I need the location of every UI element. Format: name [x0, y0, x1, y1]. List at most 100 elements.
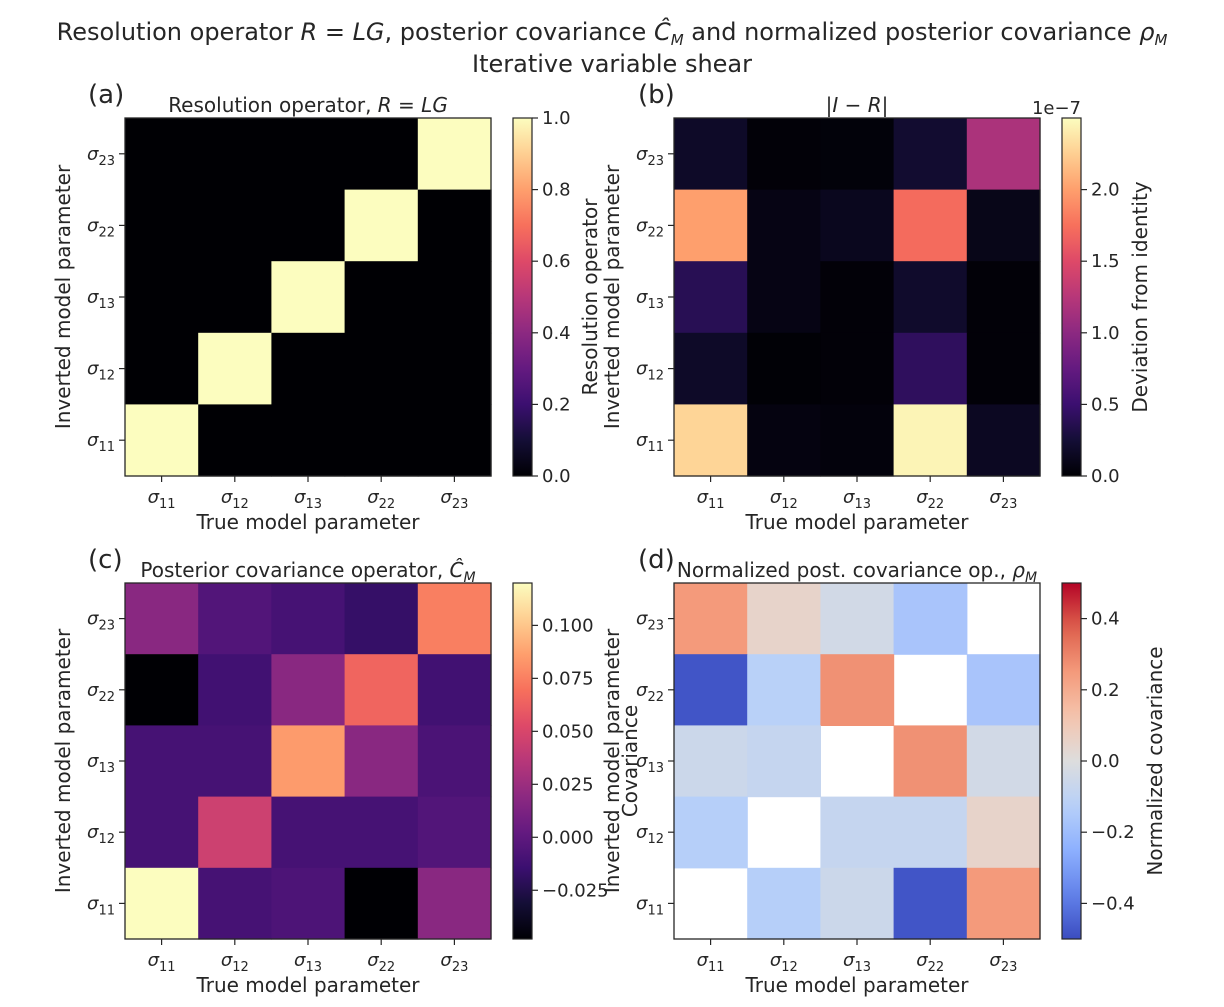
heatmap-cell [198, 867, 272, 940]
tick-label: σ11 [87, 430, 115, 455]
tick-label: σ11 [87, 893, 115, 918]
colorbar-tick-label: 0.075 [542, 668, 594, 689]
tick-label-part: σ [87, 215, 99, 236]
heatmap-cell [198, 118, 272, 191]
panel-title-part: = [392, 93, 421, 117]
heatmap-cell [893, 867, 968, 940]
colorbar-tick-label: 0.025 [542, 774, 594, 795]
heatmap-cell [344, 654, 419, 726]
colorbar-tick-label: 0.2 [1091, 680, 1120, 701]
tick-label-part: 13 [647, 297, 664, 312]
heatmap-cell [820, 654, 895, 726]
tick-label-part: 12 [647, 369, 664, 384]
tick-label: σ12 [636, 822, 664, 847]
heatmap-cell [674, 654, 748, 726]
tick-label: σ11 [697, 487, 725, 512]
heatmap-cell [747, 583, 821, 655]
tick-label-part: 13 [305, 497, 322, 512]
x-axis-title: True model parameter [195, 973, 420, 997]
colorbar-title: Resolution operator [578, 198, 602, 396]
colorbar-tick-label: −0.4 [1091, 893, 1135, 914]
tick-label-part: 23 [452, 960, 469, 975]
tick-label-part: σ [636, 822, 648, 843]
tick-label-part: 22 [98, 225, 115, 240]
tick-label-part: 12 [647, 832, 664, 847]
panel-label: (a) [88, 80, 124, 110]
heatmap-cell [966, 725, 1041, 798]
suptitle-part: LG [353, 18, 385, 46]
heatmap-cell [198, 583, 272, 655]
panel-title: Normalized post. covariance op., ρM [677, 558, 1037, 586]
tick-label-part: σ [636, 144, 648, 165]
tick-label: σ12 [87, 359, 115, 384]
tick-label-part: σ [87, 893, 99, 914]
heatmap-cell [747, 118, 821, 191]
tick-label-part: 23 [98, 154, 115, 169]
tick-label-part: 22 [928, 497, 945, 512]
colorbar-tick-label: 0.050 [542, 721, 594, 742]
tick-label-part: σ [989, 950, 1001, 971]
heatmap-cell [271, 332, 346, 405]
heatmap-cell [417, 654, 492, 726]
tick-label-part: σ [87, 751, 99, 772]
tick-label: σ23 [989, 487, 1017, 512]
tick-label: σ22 [87, 215, 115, 240]
tick-label-part: 13 [305, 960, 322, 975]
heatmap-cell [674, 261, 748, 334]
tick-label-part: σ [440, 487, 452, 508]
panel-title-part: M [1025, 570, 1037, 586]
heatmap-cell [344, 583, 419, 655]
tick-label: σ23 [440, 950, 468, 975]
heatmap-cell [893, 332, 968, 405]
panel-title-part: Posterior covariance operator, [140, 558, 449, 582]
colorbar [1061, 582, 1082, 940]
heatmap-cell [271, 189, 346, 262]
x-axis-title: True model parameter [744, 973, 969, 997]
heatmap-cell [893, 583, 968, 655]
tick-label: σ11 [636, 430, 664, 455]
tick-label: σ22 [367, 487, 395, 512]
panel-title: |I − R| [826, 93, 889, 117]
tick-label-part: σ [87, 822, 99, 843]
tick-label-part: σ [770, 950, 782, 971]
tick-label-part: σ [770, 487, 782, 508]
suptitle-part: , posterior covariance [385, 18, 654, 46]
colorbar-title: Deviation from identity [1128, 181, 1152, 412]
heatmap-cell [893, 189, 968, 262]
tick-label-part: σ [636, 609, 648, 630]
heatmap-cell [747, 261, 821, 334]
heatmap-cell [966, 261, 1041, 334]
heatmap-cell [966, 796, 1041, 869]
heatmap-cell [125, 332, 199, 405]
colorbar-tick-label: 0.0 [1091, 466, 1120, 487]
heatmap-cell [125, 404, 199, 477]
colorbar-tick-label: 0.000 [542, 827, 594, 848]
tick-label-part: 12 [232, 960, 249, 975]
panel-title-part: I [832, 93, 838, 117]
tick-label-part: σ [87, 609, 99, 630]
heatmap-cell [198, 654, 272, 726]
heatmap-cell [747, 725, 821, 798]
tick-label: σ12 [87, 822, 115, 847]
heatmap-cell [747, 654, 821, 726]
suptitle-line1: Resolution operator R = LG, posterior co… [57, 16, 1168, 49]
heatmap-cell [674, 332, 748, 405]
colorbar-tick-label: 2.0 [1091, 180, 1120, 201]
heatmap-cell [198, 261, 272, 334]
tick-label-part: 12 [98, 369, 115, 384]
tick-label-part: σ [636, 680, 648, 701]
tick-label-part: σ [87, 144, 99, 165]
tick-label-part: σ [697, 487, 709, 508]
panel-title-part: M [464, 570, 476, 586]
heatmap-cell [198, 404, 272, 477]
tick-label: σ11 [697, 950, 725, 975]
colorbar-tick-label: 0.4 [1091, 609, 1120, 630]
tick-label: σ22 [367, 950, 395, 975]
colorbar-title: Normalized covariance [1143, 646, 1167, 875]
tick-label: σ13 [294, 950, 322, 975]
heatmap-cell [417, 725, 492, 798]
tick-label-part: 13 [854, 497, 871, 512]
heatmap-cell [344, 261, 419, 334]
